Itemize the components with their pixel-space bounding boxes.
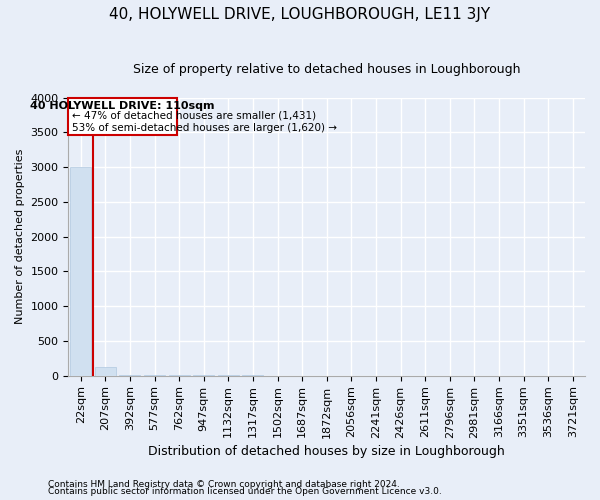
- X-axis label: Distribution of detached houses by size in Loughborough: Distribution of detached houses by size …: [148, 444, 505, 458]
- Title: Size of property relative to detached houses in Loughborough: Size of property relative to detached ho…: [133, 62, 520, 76]
- Text: 40, HOLYWELL DRIVE, LOUGHBOROUGH, LE11 3JY: 40, HOLYWELL DRIVE, LOUGHBOROUGH, LE11 3…: [109, 8, 491, 22]
- Text: Contains HM Land Registry data © Crown copyright and database right 2024.: Contains HM Land Registry data © Crown c…: [48, 480, 400, 489]
- Text: Contains public sector information licensed under the Open Government Licence v3: Contains public sector information licen…: [48, 488, 442, 496]
- Text: ← 47% of detached houses are smaller (1,431): ← 47% of detached houses are smaller (1,…: [72, 110, 316, 120]
- Bar: [70, 167, 91, 376]
- Bar: [119, 374, 140, 376]
- FancyBboxPatch shape: [68, 98, 176, 135]
- Bar: [95, 368, 116, 376]
- Y-axis label: Number of detached properties: Number of detached properties: [15, 149, 25, 324]
- Text: 40 HOLYWELL DRIVE: 110sqm: 40 HOLYWELL DRIVE: 110sqm: [30, 102, 215, 112]
- Bar: [144, 375, 165, 376]
- Text: 53% of semi-detached houses are larger (1,620) →: 53% of semi-detached houses are larger (…: [72, 122, 337, 132]
